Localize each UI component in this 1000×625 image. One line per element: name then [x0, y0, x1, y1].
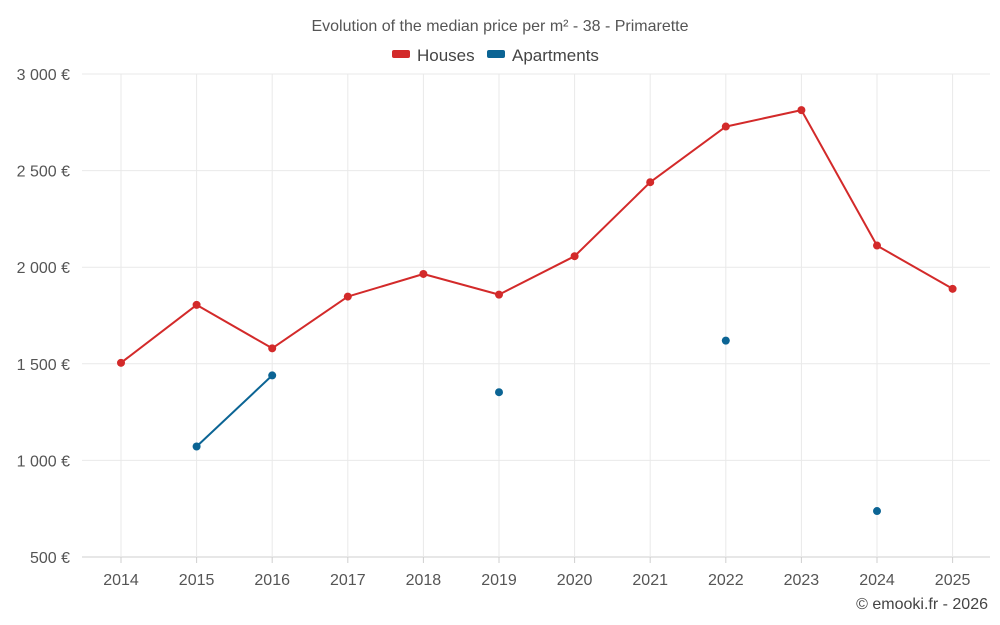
- x-tick-label: 2022: [708, 572, 744, 589]
- y-tick-label: 500 €: [30, 550, 70, 567]
- data-point-houses-2022: [721, 122, 730, 131]
- series-line-apartments: [195, 374, 273, 448]
- legend-swatch-houses[interactable]: [392, 50, 410, 58]
- data-point-apartments-2022: [721, 336, 730, 345]
- y-tick-label: 1 000 €: [17, 453, 70, 470]
- vertical-gridlines: [120, 74, 954, 563]
- data-point-houses-2025: [948, 284, 957, 293]
- x-tick-label: 2017: [330, 572, 366, 589]
- x-tick-label: 2018: [406, 572, 442, 589]
- data-point-apartments-2024: [873, 507, 881, 516]
- data-point-houses-2015: [192, 300, 201, 309]
- x-tick-label: 2021: [632, 572, 668, 589]
- series-lines: [120, 109, 954, 448]
- data-point-houses-2024: [873, 241, 881, 250]
- legend: Houses Apartments: [392, 46, 599, 65]
- y-tick-label: 3 000 €: [17, 67, 70, 84]
- data-point-houses-2017: [343, 292, 352, 301]
- data-point-houses-2023: [797, 106, 806, 115]
- data-point-houses-2018: [419, 269, 428, 278]
- credit-text: © emooki.fr - 2026: [856, 596, 988, 613]
- y-axis-tick-labels: 500 € 1 000 € 1 500 € 2 000 € 2 500 € 3 000 €: [17, 67, 70, 567]
- legend-label-houses[interactable]: Houses: [417, 46, 475, 65]
- data-point-apartments-2015: [192, 442, 201, 451]
- y-tick-label: 2 500 €: [17, 164, 70, 181]
- data-point-houses-2016: [268, 344, 277, 353]
- x-tick-label: 2023: [784, 572, 820, 589]
- legend-swatch-apartments[interactable]: [487, 50, 505, 58]
- horizontal-gridlines: [82, 73, 990, 558]
- x-tick-label: 2020: [557, 572, 593, 589]
- data-point-houses-2020: [570, 252, 579, 261]
- chart-title: Evolution of the median price per m² - 3…: [311, 18, 688, 35]
- data-point-houses-2014: [117, 358, 125, 367]
- data-point-apartments-2016: [268, 371, 277, 380]
- data-point-houses-2019: [495, 290, 503, 299]
- x-tick-label: 2014: [103, 572, 139, 589]
- x-axis-tick-labels: 2014 2015 2016 2017 2018 2019 2020 2021 2022 2023…: [103, 572, 970, 589]
- y-tick-label: 2 000 €: [17, 260, 70, 277]
- series-points: [117, 106, 957, 516]
- x-tick-label: 2015: [179, 572, 215, 589]
- legend-label-apartments[interactable]: Apartments: [512, 46, 599, 65]
- x-tick-label: 2016: [254, 572, 290, 589]
- x-tick-label: 2019: [481, 572, 517, 589]
- series-line-houses: [120, 109, 954, 364]
- y-tick-label: 1 500 €: [17, 357, 70, 374]
- x-tick-label: 2024: [859, 572, 895, 589]
- data-point-apartments-2019: [495, 388, 503, 397]
- x-tick-label: 2025: [935, 572, 971, 589]
- data-point-houses-2021: [646, 178, 655, 187]
